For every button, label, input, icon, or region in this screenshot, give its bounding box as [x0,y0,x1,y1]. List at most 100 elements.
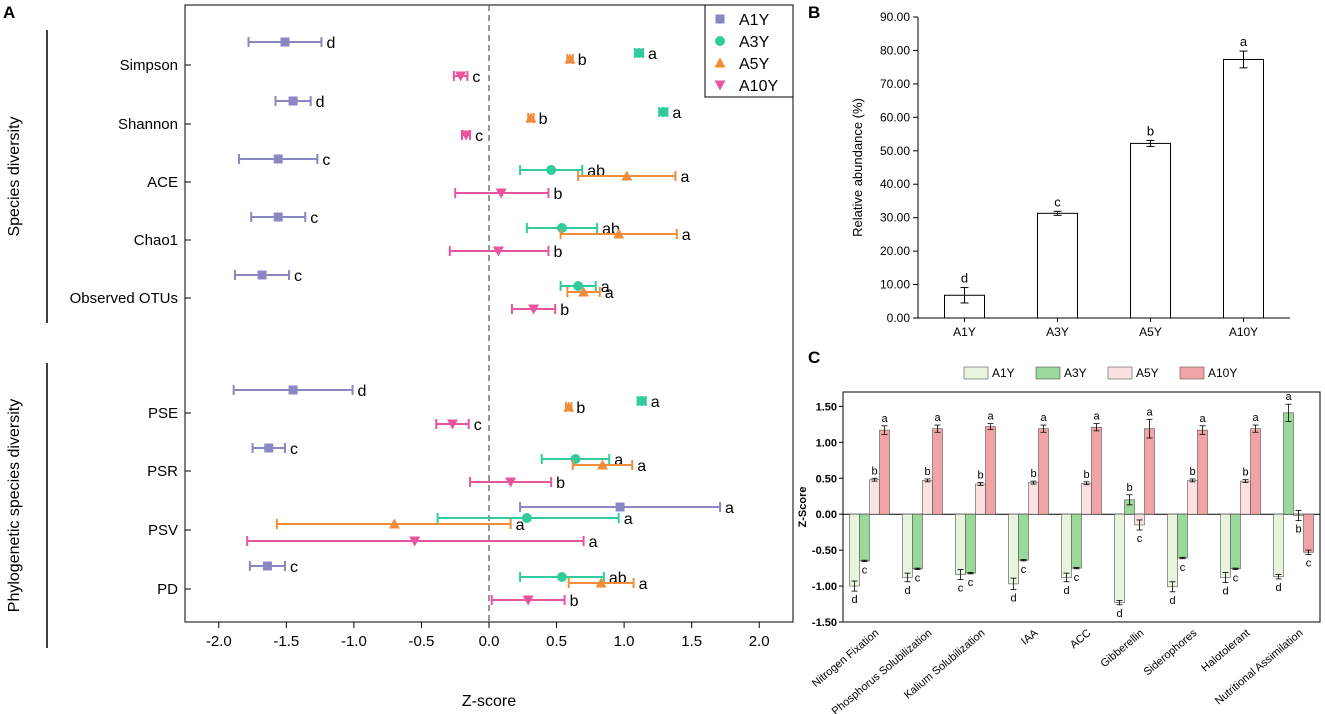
bar-a3y-siderophores [1177,513,1188,559]
forest-a1y-simpson-point [280,37,290,47]
y-tick-label: 10.00 [880,278,910,292]
forest-a3y-ace-point [546,165,557,175]
bar-a1y-nutritional-assimilation [1273,513,1284,578]
panel-label-b: B [808,3,820,22]
x-tick-label: 0.0 [479,633,500,650]
forest-a10y-pd-letter: b [570,593,579,610]
bar-a1y-iaa [1008,513,1019,585]
bar-a10y-iaa [1038,428,1049,515]
forest-a1y-chao1-letter: c [310,210,318,227]
forest-a10y-psv-letter: a [589,534,598,551]
panel-c-bar-chart: -1.50-1.00-0.500.000.501.001.50Z-ScoreNi… [797,366,1321,714]
forest-a1y-pse-letter: d [358,383,367,400]
legend-swatch-a1y [963,366,989,380]
bar-a5y-kalium-solubilization-letter: b [977,470,983,482]
y-tick-label: 0.50 [816,473,837,485]
legend-label-a3y: A3Y [1064,366,1087,380]
bar-a3y-kalium-solubilization [965,513,976,574]
bar-a10y-phosphorus-solubilization [932,428,943,515]
bar-a3y-phosphorus-solubilization [912,513,923,570]
bar-a5y-iaa [1028,482,1039,515]
forest-a5y-simpson-point [564,53,576,64]
bar-a3y-acc [1071,513,1082,569]
forest-a10y-pse-letter: c [474,417,482,434]
y-tick-label: 80.00 [880,43,910,57]
forest-a10y-ace-point [495,188,507,199]
forest-a5y-pse-point [563,401,575,412]
bar-a1y-kalium-solubilization [955,513,966,575]
bar-a10y-gibberellin [1144,428,1155,515]
legend-label-a1y: A1Y [739,12,770,29]
forest-a5y-psr-letter: a [637,458,646,475]
y-tick-label: -1.00 [812,581,837,593]
bar-a1y-siderophores-letter: d [1169,595,1175,607]
bar-a1y-letter: d [961,271,968,286]
forest-a5y-ace-letter: a [680,169,689,186]
forest-a5y-simpson-letter: b [578,52,587,69]
forest-a5y-pse-letter: b [576,400,585,417]
forest-a3y-observed-otus-point [573,281,584,291]
bar-a5y-kalium-solubilization [975,483,986,515]
metric-label-psr: PSR [147,463,178,480]
bar-a1y-gibberellin [1114,513,1125,603]
y-tick-label: 50.00 [880,144,910,158]
forest-a5y-pd-point [595,577,607,588]
x-tick-label: -2.0 [206,633,232,650]
legend-marker-a3y [715,36,725,46]
x-tick-label: A5Y [1139,325,1162,339]
y-tick-label: 90.00 [880,10,910,24]
forest-a5y-ace-point [621,170,633,181]
bar-a10y-siderophores-letter: a [1199,413,1206,425]
forest-a5y-pd-letter: a [639,576,648,593]
forest-a1y-shannon-point [288,96,298,106]
metric-label-chao1: Chao1 [134,232,178,249]
bar-a5y-phosphorus-solubilization [922,480,933,515]
x-tick-label-nutritional-assimilation: Nutritional Assimilation [1213,627,1305,707]
forest-a3y-observed-otus-letter: a [601,279,610,296]
x-axis-label: Z-score [462,693,516,710]
panel-label-a: A [3,3,15,22]
bar-a1y-halotolerant [1220,513,1231,578]
forest-a1y-chao1-point [273,212,283,222]
forest-a1y-observed-otus-point [257,270,267,280]
x-tick-label: -1.0 [341,633,367,650]
forest-a1y-observed-otus-letter: c [294,268,302,285]
bar-a3y-iaa-letter: c [1021,564,1027,576]
y-tick-label: -0.50 [812,545,837,557]
bar-a3y-halotolerant [1230,513,1241,570]
forest-a1y-pd-letter: c [290,559,298,576]
legend: A1Y A3Y A5Y A10Y [704,4,794,98]
bar-a10y-letter: a [1240,34,1248,49]
forest-a3y-shannon-point [658,107,669,117]
bar-a1y-nitrogen-fixation [849,513,860,587]
forest-a10y-psv-point [409,536,421,547]
bar-a1y-kalium-solubilization-letter: c [958,583,964,595]
bar-a5y-acc [1081,482,1092,515]
bar-a5y [1130,142,1171,319]
bar-a1y-iaa-letter: d [1010,593,1016,605]
bar-a5y-nitrogen-fixation-letter: b [871,465,877,477]
y-tick-label: 30.00 [880,211,910,225]
bar-a5y-halotolerant [1240,480,1251,515]
bar-a3y-nutritional-assimilation [1283,412,1294,515]
bar-a5y-halotolerant-letter: b [1242,467,1248,479]
forest-a3y-simpson-letter: a [648,46,657,63]
bar-a10y-nutritional-assimilation-letter: c [1306,557,1312,569]
legend: A1Y A3Y A5Y A10Y [963,366,1237,380]
forest-a1y-psv-point [615,502,625,512]
x-tick-label: -1.5 [273,633,299,650]
y-tick-label: 40.00 [880,177,910,191]
forest-a1y-psv-letter: a [725,500,734,517]
bar-a5y-siderophores [1187,480,1198,515]
legend-label-a5y: A5Y [1136,366,1159,380]
metric-label-observed-otus: Observed OTUs [70,290,178,307]
forest-a1y-simpson-letter: d [326,35,335,52]
metric-label-ace: ACE [147,174,178,191]
bar-a5y-iaa-letter: b [1030,468,1036,480]
y-tick-label: 20.00 [880,244,910,258]
bar-a10y-halotolerant-letter: a [1252,412,1259,424]
bar-a3y-halotolerant-letter: c [1233,573,1239,585]
forest-a10y-pd-point [522,595,534,606]
forest-a10y-shannon-letter: c [475,128,483,145]
bar-a1y-acc-letter: d [1063,585,1069,597]
